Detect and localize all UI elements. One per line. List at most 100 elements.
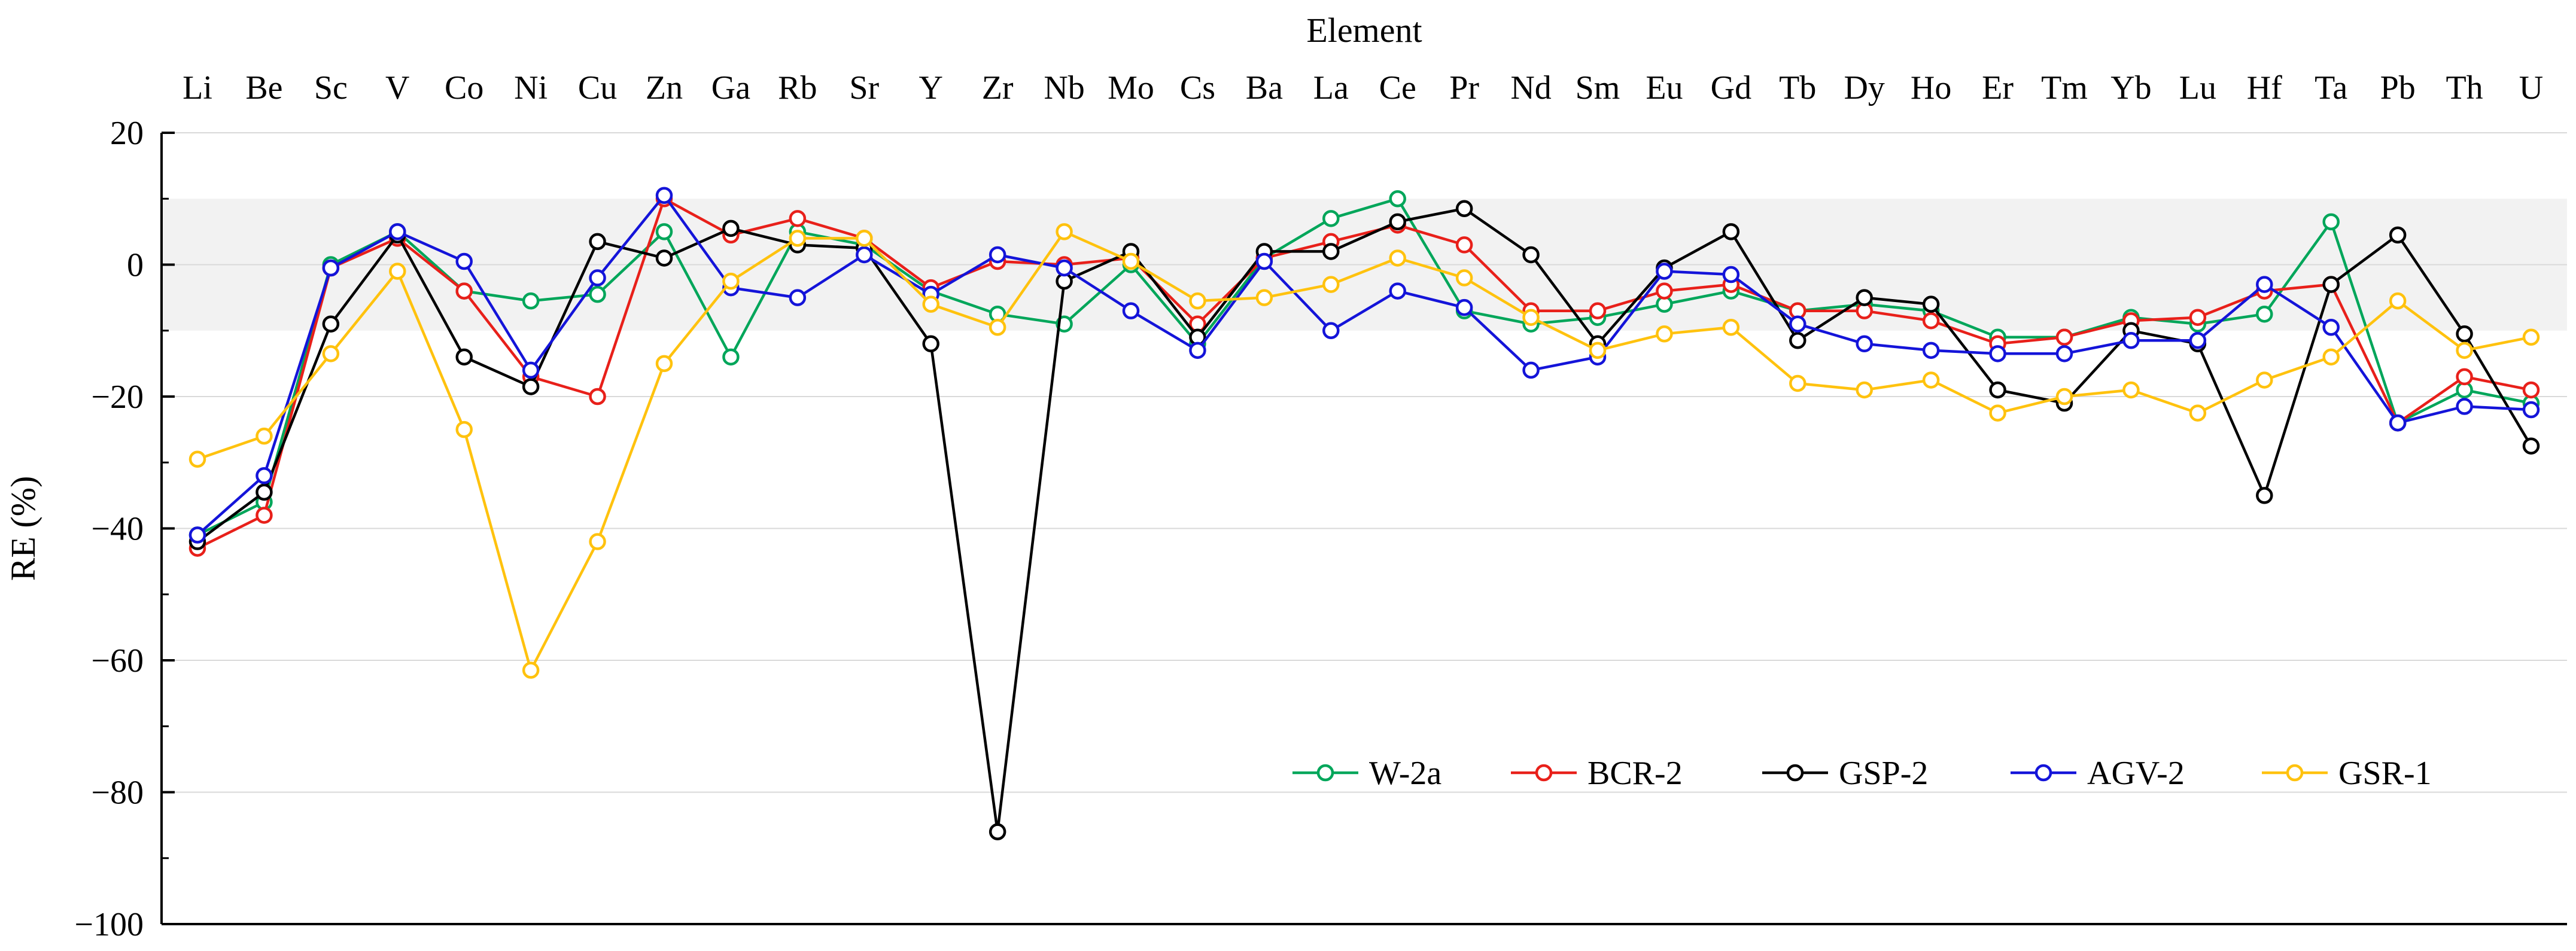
data-point xyxy=(1656,282,1673,300)
data-point xyxy=(1989,404,2006,422)
data-point xyxy=(2322,213,2340,231)
series-GSR-1 xyxy=(188,223,2540,679)
data-point xyxy=(989,318,1006,336)
y-tick-label: 0 xyxy=(127,247,144,284)
data-point xyxy=(2122,381,2140,399)
data-point xyxy=(655,187,673,204)
legend-item: GSP-2 xyxy=(1762,755,1928,792)
x-tick-label: Nd xyxy=(1510,69,1551,106)
y-tick-label: −100 xyxy=(74,906,144,943)
data-point xyxy=(1389,190,1406,208)
data-point xyxy=(2522,401,2540,419)
data-point xyxy=(256,507,273,524)
x-tick-label: Sc xyxy=(314,69,348,106)
legend-label: AGV-2 xyxy=(2087,755,2185,792)
data-point xyxy=(856,246,873,264)
x-tick-label: Tb xyxy=(1779,69,1816,106)
data-point xyxy=(2322,318,2340,336)
x-tick-label: Cs xyxy=(1180,69,1215,106)
data-point xyxy=(1389,213,1406,231)
data-point xyxy=(1922,371,1940,389)
series-line xyxy=(197,230,2532,672)
data-point xyxy=(722,220,740,237)
data-point xyxy=(2456,368,2473,386)
data-point xyxy=(1255,252,1273,270)
legend-item: GSR-1 xyxy=(2262,755,2432,792)
data-point xyxy=(2055,345,2073,362)
data-point xyxy=(389,263,406,280)
series-layer xyxy=(188,187,2540,840)
x-tick-label: Ni xyxy=(514,69,548,106)
data-point xyxy=(989,823,1006,840)
legend: W-2a BCR-2 GSP-2 AGV-2 GSR-1 xyxy=(1292,755,2432,792)
data-point xyxy=(1189,292,1206,310)
data-point xyxy=(589,285,606,303)
data-point xyxy=(522,361,540,379)
x-tick-label: Lu xyxy=(2179,69,2216,106)
legend-marker xyxy=(2034,764,2052,782)
gridlines xyxy=(162,132,2567,793)
data-point xyxy=(922,335,939,353)
data-point xyxy=(655,249,673,267)
data-point xyxy=(1056,259,1073,277)
y-axis-ticks: 20 0 −20 −40 −60 −80 −100 xyxy=(74,115,175,943)
y-tick-label: −80 xyxy=(91,775,144,812)
data-point xyxy=(1322,243,1340,260)
data-point xyxy=(1122,302,1140,319)
data-point xyxy=(2256,276,2273,293)
data-point xyxy=(2256,305,2273,323)
data-point xyxy=(2322,276,2340,293)
data-point xyxy=(722,272,740,290)
data-point xyxy=(1455,236,1473,254)
data-point xyxy=(455,282,473,300)
data-point xyxy=(2389,414,2407,432)
x-tick-label: Mo xyxy=(1108,69,1154,106)
legend-item: W-2a xyxy=(1292,755,1441,792)
x-tick-label: Th xyxy=(2446,69,2483,106)
data-point xyxy=(589,533,606,550)
data-point xyxy=(655,355,673,373)
data-point xyxy=(1656,325,1673,343)
x-tick-label: Yb xyxy=(2110,69,2151,106)
x-tick-label: Gd xyxy=(1711,69,1751,106)
data-point xyxy=(2122,332,2140,349)
data-point xyxy=(589,233,606,251)
data-point xyxy=(256,467,273,484)
data-point xyxy=(389,223,406,240)
data-point xyxy=(1322,276,1340,293)
legend-item: BCR-2 xyxy=(1511,755,1683,792)
data-point xyxy=(322,345,340,362)
legend-label: GSP-2 xyxy=(1839,755,1928,792)
data-point xyxy=(789,210,807,227)
data-point xyxy=(2522,328,2540,346)
x-tick-label: Rb xyxy=(778,69,817,106)
x-tick-label: Ta xyxy=(2315,69,2347,106)
data-point xyxy=(1389,282,1406,300)
data-point xyxy=(722,348,740,366)
data-point xyxy=(322,259,340,277)
data-point xyxy=(2322,348,2340,366)
data-point xyxy=(455,252,473,270)
x-axis-title: Element xyxy=(1306,11,1422,50)
data-point xyxy=(1589,302,1607,319)
data-point xyxy=(1389,249,1406,267)
data-point xyxy=(1856,289,1873,306)
x-tick-label: Zn xyxy=(646,69,683,106)
data-point xyxy=(1989,381,2006,399)
legend-label: BCR-2 xyxy=(1587,755,1683,792)
data-point xyxy=(589,269,606,286)
x-tick-label: Sr xyxy=(849,69,879,106)
data-point xyxy=(989,246,1006,264)
x-tick-label: Ba xyxy=(1246,69,1283,106)
data-point xyxy=(2389,226,2407,244)
data-point xyxy=(1455,200,1473,218)
data-point xyxy=(188,450,206,468)
data-point xyxy=(789,230,807,247)
series-line xyxy=(196,194,2532,537)
y-tick-label: −20 xyxy=(91,379,144,416)
y-tick-label: −60 xyxy=(91,642,144,679)
data-point xyxy=(455,348,473,366)
x-tick-label: Be xyxy=(245,69,282,106)
